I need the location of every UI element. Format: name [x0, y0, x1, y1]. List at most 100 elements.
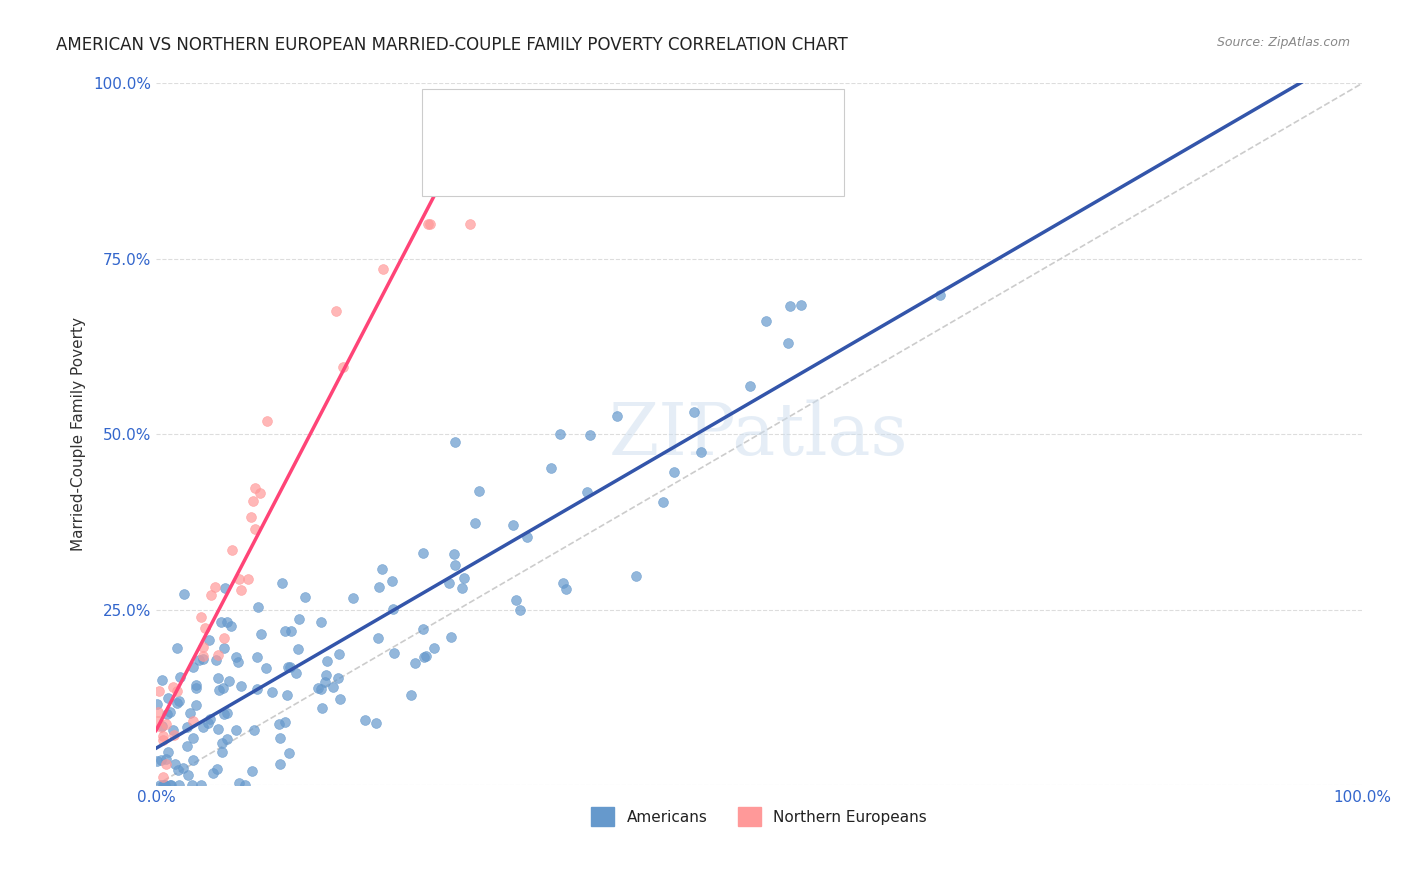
Point: [166, 683, 188, 698]
Point: [166, 696, 188, 710]
Point: [166, 640, 188, 655]
Point: [225, 650, 247, 665]
Point: [228, 572, 250, 586]
Point: [162, 723, 184, 738]
Point: [468, 484, 491, 499]
Point: [245, 481, 267, 495]
Point: [443, 547, 465, 561]
Point: [229, 679, 252, 693]
Point: [554, 582, 576, 597]
Point: [218, 673, 240, 688]
Point: [214, 582, 236, 596]
Point: [271, 576, 294, 591]
Point: [173, 587, 195, 601]
Point: [332, 359, 354, 374]
Point: [163, 757, 186, 772]
Point: [152, 729, 174, 743]
Point: [502, 518, 524, 533]
Point: [167, 778, 190, 792]
Point: [652, 494, 675, 508]
Point: [325, 303, 347, 318]
Point: [240, 764, 263, 779]
Point: [285, 665, 308, 680]
Point: [738, 379, 761, 393]
Point: [294, 590, 316, 604]
Point: [159, 705, 181, 719]
Text: N =: N =: [583, 116, 620, 134]
Point: [167, 694, 190, 708]
Point: [328, 647, 350, 661]
Point: [444, 435, 467, 450]
Y-axis label: Married-Couple Family Poverty: Married-Couple Family Poverty: [72, 318, 86, 551]
Point: [191, 720, 214, 734]
Point: [204, 580, 226, 594]
Point: [315, 668, 337, 682]
Text: 149: 149: [619, 116, 654, 134]
Point: [269, 717, 291, 731]
Point: [207, 648, 229, 662]
Point: [288, 612, 311, 626]
Point: [579, 428, 602, 442]
Point: [190, 610, 212, 624]
Point: [217, 706, 239, 720]
Point: [326, 671, 349, 685]
Point: [228, 776, 250, 790]
Point: [575, 485, 598, 500]
Point: [371, 561, 394, 575]
Point: [689, 444, 711, 458]
Text: AMERICAN VS NORTHERN EUROPEAN MARRIED-COUPLE FAMILY POVERTY CORRELATION CHART: AMERICAN VS NORTHERN EUROPEAN MARRIED-CO…: [56, 36, 848, 54]
Point: [212, 632, 235, 646]
Point: [155, 716, 177, 731]
Point: [606, 409, 628, 423]
Point: [540, 460, 562, 475]
Point: [256, 414, 278, 428]
Point: [367, 631, 389, 645]
Text: R =: R =: [492, 161, 529, 178]
Point: [148, 683, 170, 698]
Point: [254, 661, 277, 675]
Legend: Americans, Northern Europeans: Americans, Northern Europeans: [583, 799, 935, 834]
Point: [186, 698, 208, 712]
Point: [191, 652, 214, 666]
Point: [419, 217, 441, 231]
Point: [188, 653, 211, 667]
Point: [342, 591, 364, 606]
Point: [155, 752, 177, 766]
Point: [443, 558, 465, 572]
Point: [179, 706, 201, 720]
Point: [683, 404, 706, 418]
Point: [278, 659, 301, 673]
Point: [516, 530, 538, 544]
Point: [193, 649, 215, 664]
Point: [184, 681, 207, 695]
Point: [200, 588, 222, 602]
Point: [176, 739, 198, 753]
Point: [211, 736, 233, 750]
Point: [146, 698, 169, 712]
Point: [776, 336, 799, 351]
Point: [207, 683, 229, 698]
Point: [159, 778, 181, 792]
Text: Source: ZipAtlas.com: Source: ZipAtlas.com: [1216, 36, 1350, 49]
Point: [197, 632, 219, 647]
Point: [381, 602, 404, 616]
Point: [399, 688, 422, 702]
Point: [626, 569, 648, 583]
Point: [309, 615, 332, 629]
Point: [149, 778, 172, 792]
Point: [197, 716, 219, 731]
Point: [242, 723, 264, 738]
Point: [214, 641, 236, 656]
Point: [176, 720, 198, 734]
Point: [181, 660, 204, 674]
Point: [152, 770, 174, 784]
Point: [250, 627, 273, 641]
Point: [152, 778, 174, 792]
Point: [307, 681, 329, 696]
Point: [246, 650, 269, 665]
Point: [205, 762, 228, 776]
Point: [163, 728, 186, 742]
Point: [194, 621, 217, 635]
Point: [423, 641, 446, 656]
Point: [247, 599, 270, 614]
